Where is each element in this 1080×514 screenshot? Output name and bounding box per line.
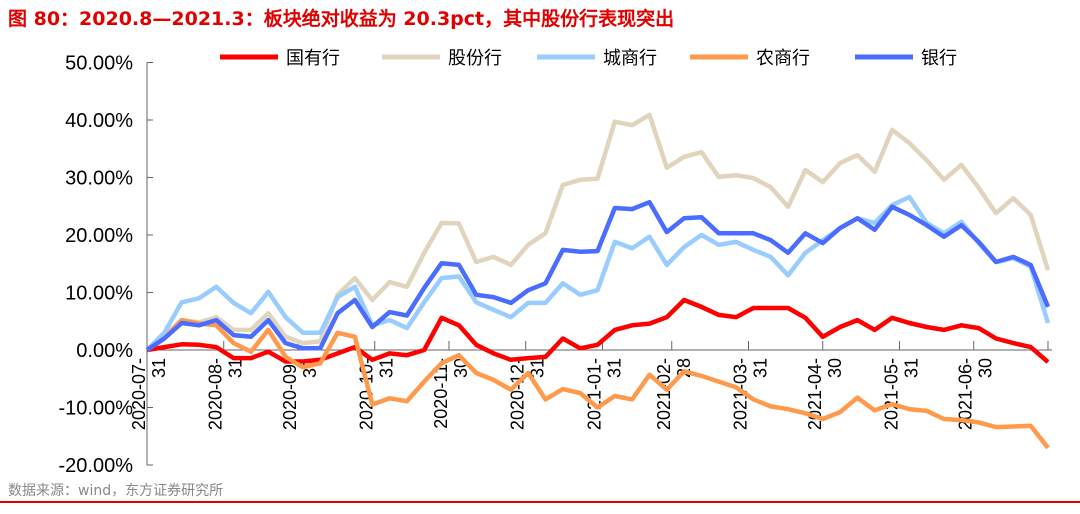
legend-label: 城商行 [603, 48, 657, 68]
x-tick-label: 30 [976, 358, 996, 378]
legend-label: 农商行 [756, 48, 810, 68]
x-tick-label: 2021-02- [654, 358, 674, 430]
legend: 国有行 股份行 城商行 农商行 银行 [220, 48, 957, 68]
x-tick-label: 31 [750, 358, 770, 378]
x-tick-label: 30 [451, 358, 471, 378]
x-tick-label: 2021-04- [805, 358, 825, 430]
x-tick-label: 30 [825, 358, 845, 378]
x-tick-label: 2020-08- [206, 358, 226, 430]
y-tick-label: 40.00% [65, 110, 133, 132]
y-tick-label: 50.00% [65, 53, 133, 75]
x-tick-label: 2020-12- [508, 358, 528, 430]
x-tick-label: 31 [604, 358, 624, 378]
series-lines [145, 112, 1051, 450]
y-tick-label: 30.00% [65, 168, 133, 190]
x-tick-label: 2020-07- [129, 358, 149, 430]
y-tick-label: 0.00% [76, 340, 133, 362]
y-tick-label: 10.00% [65, 283, 133, 305]
series-line-5 [145, 199, 1051, 352]
x-tick-label: 31 [377, 358, 397, 378]
x-tick-label: 31 [226, 358, 246, 378]
y-axis: -20.00% -10.00% 0.00% 10.00% 20.00% 30.00% 40.… [59, 53, 153, 477]
x-tick-label: 31 [149, 358, 169, 378]
series-line-2 [145, 112, 1051, 352]
x-tick-label: 2021-01- [584, 358, 604, 430]
x-tick-label: 31 [901, 358, 921, 378]
x-tick-label: 2020-11- [431, 358, 451, 429]
x-tick-label: 2021-05- [881, 358, 901, 430]
legend-label: 国有行 [286, 48, 340, 68]
x-tick-label: 2021-03- [730, 358, 750, 430]
y-tick-label: 20.00% [65, 225, 133, 247]
x-axis: 2020-07- 31 2020-08- 31 2020-09- 30 2020-10- 31… [129, 341, 1052, 430]
x-tick-label: 2020-09- [280, 358, 300, 430]
y-tick-label: -10.00% [59, 398, 134, 420]
series-line-4 [145, 317, 1050, 450]
divider [0, 501, 1080, 503]
x-tick-label: 2021-06- [956, 358, 976, 430]
legend-label: 银行 [921, 48, 957, 68]
source-note: 数据来源：wind，东方证券研究所 [8, 483, 224, 499]
series-line-3 [145, 194, 1051, 352]
x-tick-label: 31 [528, 358, 548, 378]
x-tick-label: 2020-10- [357, 358, 377, 430]
y-tick-label: -20.00% [59, 455, 134, 477]
figure-title: 图 80：2020.8—2021.3：板块绝对收益为 20.3pct，其中股份行… [8, 8, 675, 30]
legend-label: 股份行 [448, 48, 502, 68]
